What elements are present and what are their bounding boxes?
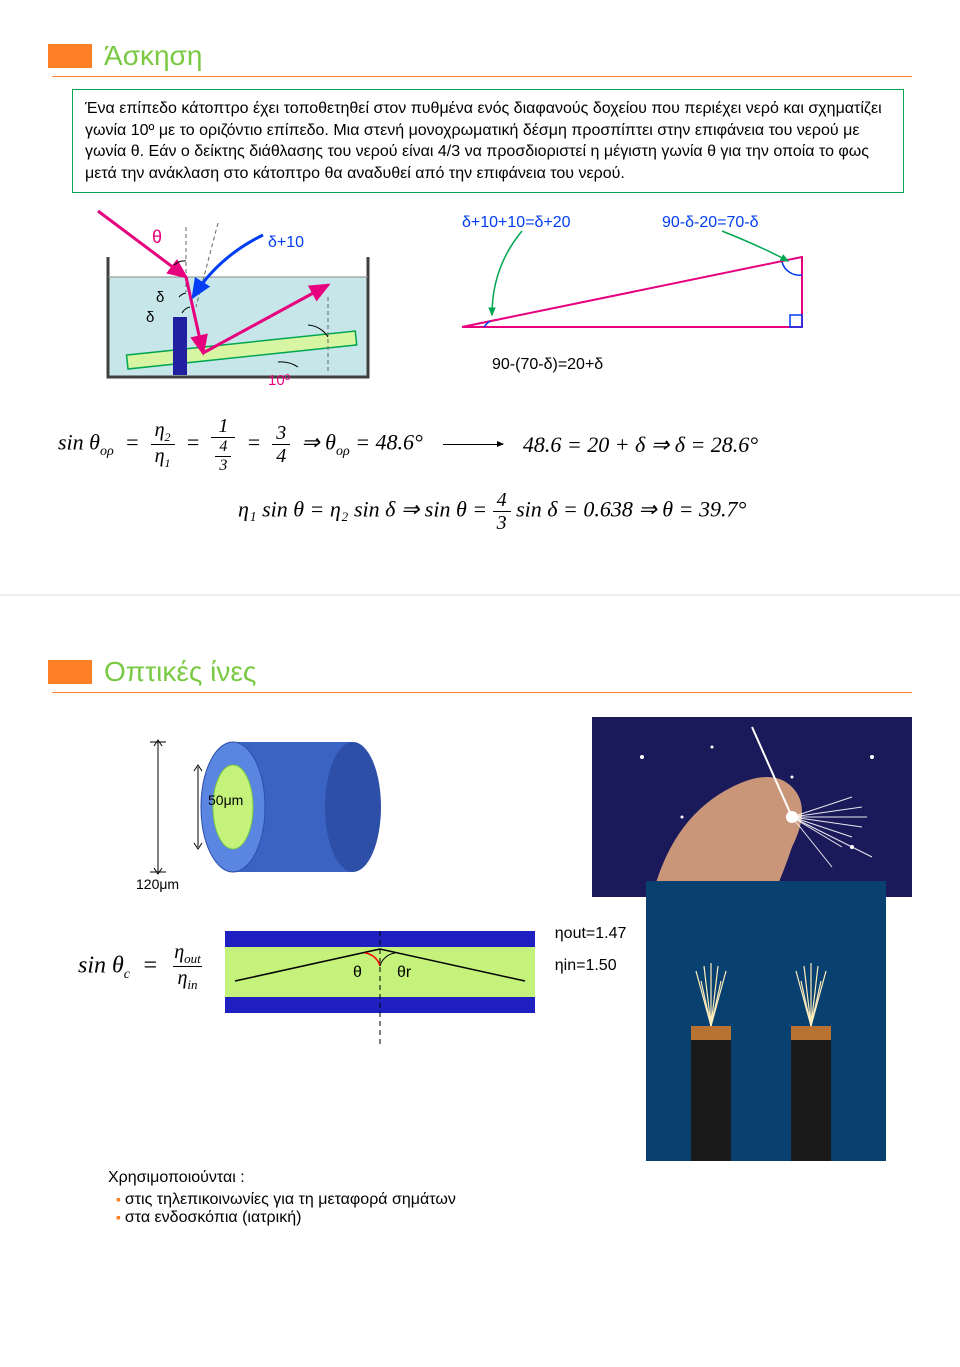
title-bullet-box [48, 44, 92, 68]
title-row-2: Οπτικές ίνες [48, 656, 912, 688]
tank-diagram: θ δ δ δ+10 10º [78, 207, 398, 397]
eq1-f1d2: 3 [215, 456, 231, 475]
eq1-sub2: ορ [336, 444, 350, 459]
outer-dim: 120μm [136, 876, 179, 892]
photo-cable [646, 881, 886, 1161]
triangle-diagram: δ+10+10=δ+20 90-δ-20=70-δ 90-(70-δ)=20+δ [422, 207, 842, 377]
bullet-telecom: στις τηλεπικοινωνίες για τη μεταφορά σημ… [116, 1191, 912, 1209]
eq1-right: 48.6 = 20 + δ ⇒ δ = 28.6° [523, 432, 758, 458]
eq1-sub1: ορ [100, 444, 114, 459]
problem-statement: Ένα επίπεδο κάτοπτρο έχει τοποθετηθεί στ… [72, 89, 904, 193]
uses-title: Χρησιμοποιούνται : [108, 1169, 912, 1187]
eq2-fd: 3 [493, 511, 511, 534]
title-underline [52, 76, 912, 77]
fiber-cross-section: 50μm 120μm [128, 717, 388, 897]
title-label: Άσκηση [104, 40, 202, 72]
eta-in-sub: in [187, 977, 197, 992]
n-in-value: ηin=1.50 [555, 957, 627, 975]
eq2-left: η₁ sin θ = η₂ sin δ ⇒ sin θ = [238, 496, 493, 521]
eq2-fn: 4 [493, 489, 511, 511]
inner-dim: 50μm [208, 792, 243, 808]
sin-sub: c [124, 967, 130, 982]
waveguide-diagram: θ θr [225, 921, 535, 1061]
title-bullet-box-2 [48, 660, 92, 684]
eq1-sin: sin θ [58, 430, 100, 455]
critical-angle-formula: sin θc = ηout ηin [78, 941, 205, 993]
eq-line-1: sin θορ = η2 η1 = 1 4 3 = [58, 415, 912, 474]
theta-r-wg: θr [397, 964, 412, 981]
n-out-value: ηout=1.47 [555, 925, 627, 943]
triangle-bottom-label: 90-(70-δ)=20+δ [492, 356, 603, 373]
slide-optical-fibers: Οπτικές ίνες 50μm 120μm [0, 616, 960, 1267]
triangle-left-label: δ+10+10=δ+20 [462, 214, 571, 231]
eq1-f2n: 3 [272, 422, 290, 444]
triangle-right-label: 90-δ-20=70-δ [662, 214, 759, 231]
diagram-row: θ δ δ δ+10 10º δ+10+10=δ+20 90-δ-20=70-δ [78, 207, 912, 397]
triangle-block: δ+10+10=δ+20 90-δ-20=70-δ 90-(70-δ)=20+δ [422, 207, 842, 380]
eq1-f2d: 4 [272, 444, 290, 467]
index-values: ηout=1.47 ηin=1.50 [555, 925, 627, 975]
delta-label-2: δ [146, 309, 154, 326]
sin-label: sin θ [78, 952, 124, 978]
uses-list: Χρησιμοποιούνται : στις τηλεπικοινωνίες … [108, 1169, 912, 1227]
arrow-icon [443, 444, 503, 445]
theta-wg: θ [353, 964, 362, 981]
equations: sin θορ = η2 η1 = 1 4 3 = [58, 415, 912, 533]
slide-separator [0, 594, 960, 596]
eta-out-sub: out [184, 951, 201, 966]
title-row: Άσκηση [48, 40, 912, 72]
eq-line-2: η₁ sin θ = η₂ sin δ ⇒ sin θ = 4 3 sin δ … [238, 489, 912, 534]
eta-in: η [177, 967, 187, 989]
formula-row: sin θc = ηout ηin θ θr ηout=1.47 ηin=1. [78, 921, 912, 1161]
title-label-2: Οπτικές ίνες [104, 656, 256, 688]
delta10-label: δ+10 [268, 234, 304, 251]
ten-deg-label: 10º [268, 372, 291, 389]
bullet-endoscope: στα ενδοσκόπια (ιατρική) [116, 1209, 912, 1227]
delta-label-1: δ [156, 289, 164, 306]
slide-exercise: Άσκηση Ένα επίπεδο κάτοπτρο έχει τοποθετ… [0, 0, 960, 574]
eta-out: η [174, 941, 184, 963]
eq1-f1n: 1 [214, 415, 232, 437]
eq1-f1d1: 4 [215, 438, 231, 456]
title-underline-2 [52, 692, 912, 693]
eq2-tail: sin δ = 0.638 ⇒ θ = 39.7° [516, 496, 746, 521]
fiber-row: 50μm 120μm [128, 717, 912, 897]
photo-sparkle [592, 717, 912, 897]
theta-label: θ [152, 227, 162, 247]
